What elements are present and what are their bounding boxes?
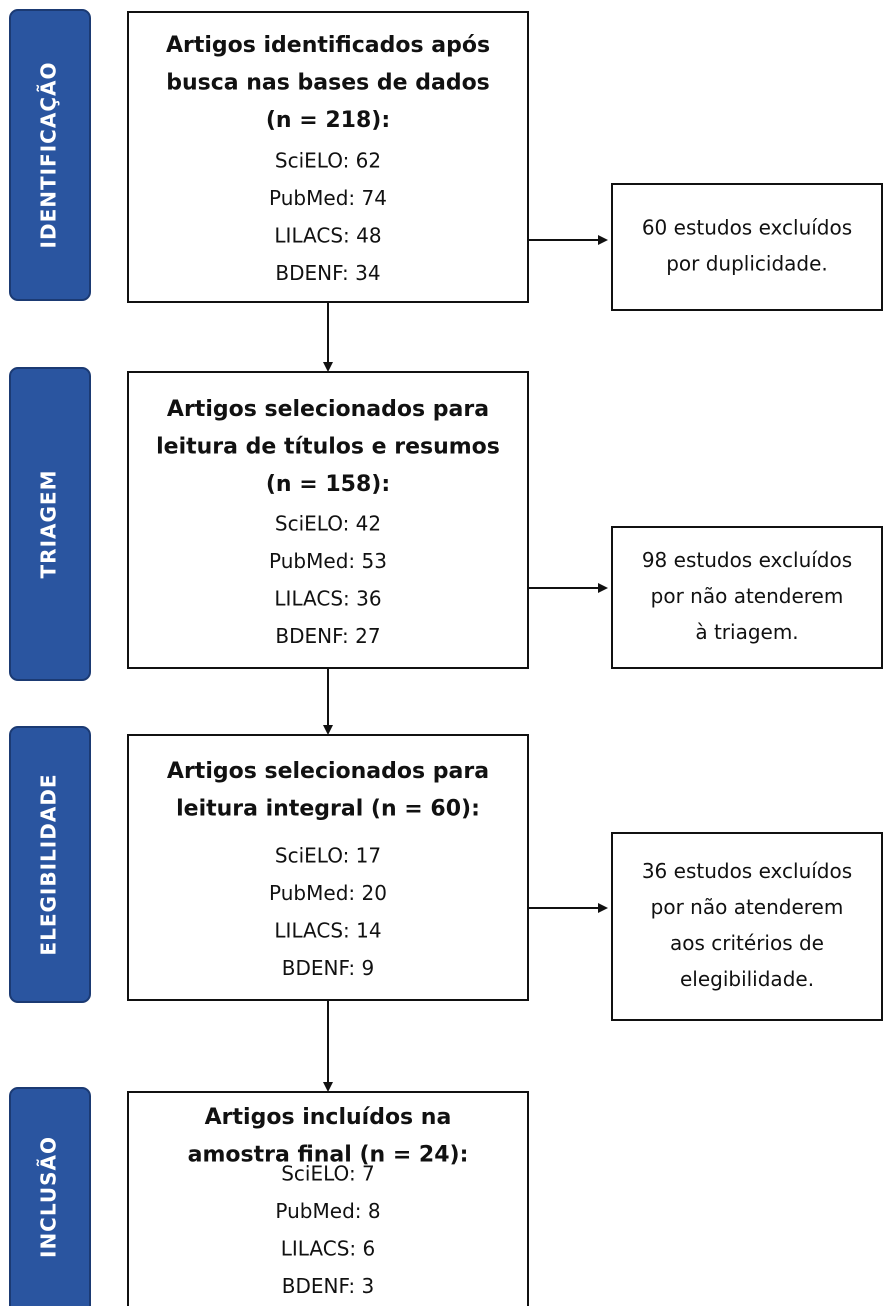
stage-box <box>127 371 529 669</box>
source-count: SciELO: 42 <box>275 512 381 536</box>
stage-box <box>127 1091 529 1306</box>
box-title: Artigos identificados após <box>166 33 490 58</box>
stage-label: INCLUSÃO <box>37 1136 61 1258</box>
source-count: BDENF: 3 <box>282 1274 375 1298</box>
stage-tab <box>9 9 91 301</box>
stage-box <box>127 734 529 1001</box>
source-count: LILACS: 14 <box>274 919 381 943</box>
stage-tab <box>9 367 91 681</box>
source-count: LILACS: 36 <box>274 587 381 611</box>
box-title: busca nas bases de dados <box>166 71 490 96</box>
excluded-text: 60 estudos excluídos <box>642 216 852 240</box>
source-count: LILACS: 6 <box>281 1237 375 1261</box>
box-title: leitura integral (n = 60): <box>176 797 480 822</box>
source-count: LILACS: 48 <box>274 224 381 248</box>
excluded-text: 36 estudos excluídos <box>642 859 852 883</box>
box-title: (n = 158): <box>266 472 390 497</box>
excluded-text: 98 estudos excluídos <box>642 548 852 572</box>
source-count: BDENF: 9 <box>282 956 375 980</box>
excluded-text: aos critérios de <box>670 931 824 955</box>
excluded-box <box>611 832 883 1021</box>
box-title: Artigos incluídos na <box>205 1105 452 1130</box>
excluded-text: por não atenderem <box>651 895 844 919</box>
source-count: SciELO: 62 <box>275 149 381 173</box>
box-title: (n = 218): <box>266 108 390 133</box>
box-title: leitura de títulos e resumos <box>156 435 500 460</box>
source-count: BDENF: 34 <box>275 261 380 285</box>
source-count: SciELO: 17 <box>275 844 381 868</box>
stage-tab <box>9 1087 91 1306</box>
source-count: BDENF: 27 <box>275 624 380 648</box>
box-title: Artigos selecionados para <box>167 397 489 422</box>
source-count: PubMed: 74 <box>269 186 387 210</box>
source-count: SciELO: 7 <box>281 1162 375 1186</box>
excluded-box <box>611 526 883 669</box>
source-count: PubMed: 8 <box>275 1199 380 1223</box>
excluded-box <box>611 183 883 311</box>
excluded-text: à triagem. <box>695 620 798 644</box>
source-count: PubMed: 20 <box>269 881 387 905</box>
stage-tab <box>9 726 91 1003</box>
excluded-text: por duplicidade. <box>666 252 828 276</box>
stage-label: TRIAGEM <box>37 470 61 579</box>
box-title: amostra final (n = 24): <box>188 1143 469 1168</box>
stage-label: ELEGIBILIDADE <box>37 773 61 955</box>
stage-label: IDENTIFICAÇÃO <box>37 62 61 249</box>
excluded-text: por não atenderem <box>651 584 844 608</box>
box-title: Artigos selecionados para <box>167 759 489 784</box>
excluded-text: elegibilidade. <box>680 967 814 991</box>
source-count: PubMed: 53 <box>269 549 387 573</box>
stage-box <box>127 11 529 303</box>
